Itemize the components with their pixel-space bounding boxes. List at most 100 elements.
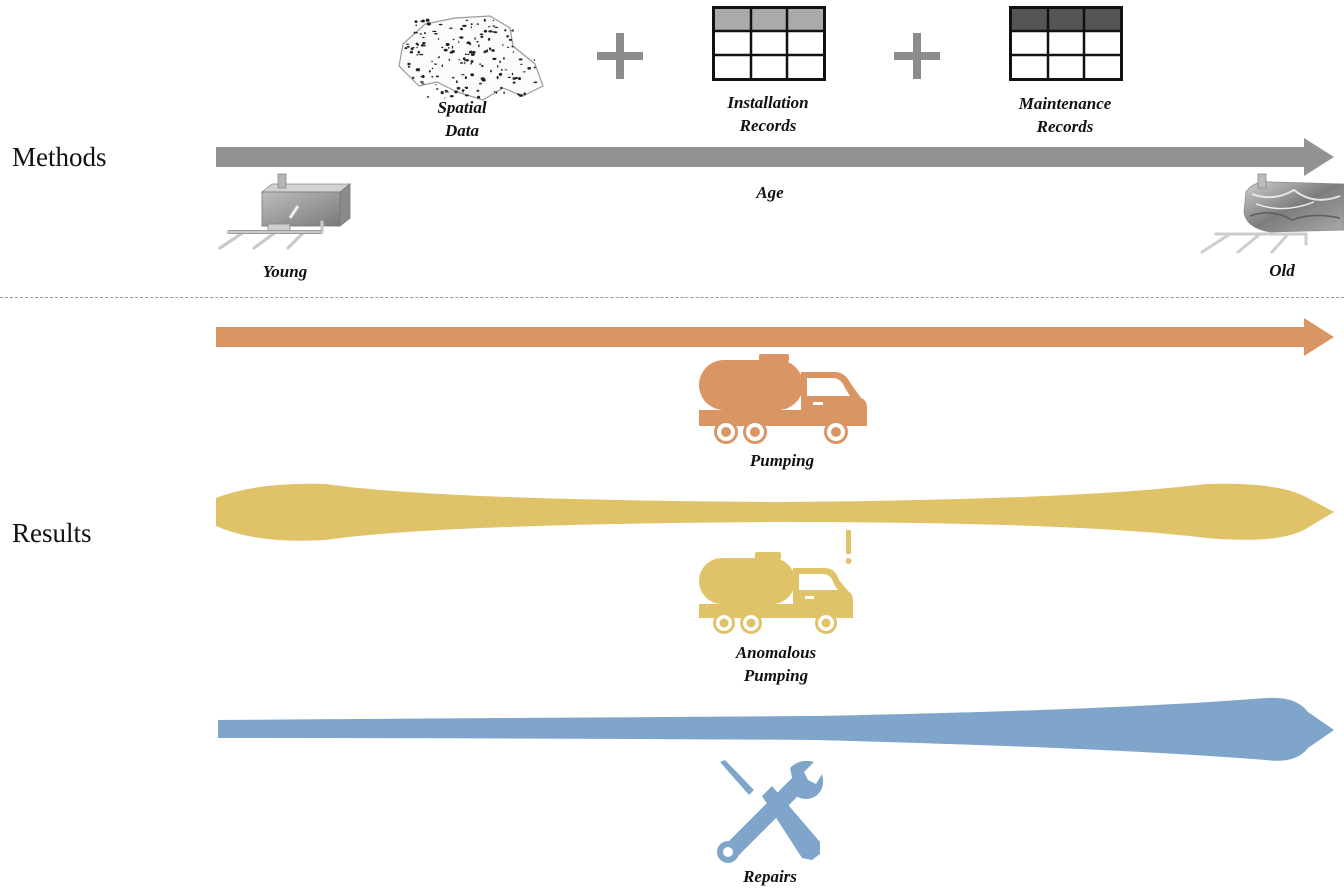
- map-speckle: [444, 89, 448, 92]
- map-speckle: [488, 26, 491, 28]
- map-speckle: [437, 38, 440, 40]
- map-speckle: [507, 76, 511, 78]
- map-speckle: [523, 92, 526, 96]
- map-speckle: [480, 77, 485, 80]
- map-speckle: [533, 59, 536, 61]
- map-speckle: [407, 62, 411, 66]
- map-speckle: [470, 26, 472, 29]
- map-speckle: [480, 35, 484, 38]
- map-speckle: [474, 37, 476, 41]
- installation-table-icon: [712, 6, 826, 81]
- map-speckle: [481, 64, 484, 68]
- map-speckle: [415, 24, 418, 27]
- map-speckle: [456, 86, 461, 90]
- map-speckle: [444, 97, 446, 99]
- map-speckle: [495, 91, 498, 94]
- map-speckle: [404, 47, 408, 50]
- map-speckle: [419, 33, 423, 35]
- map-speckle: [413, 31, 416, 34]
- map-speckle: [484, 50, 489, 53]
- spatial-data-caption: Spatial Data: [437, 98, 487, 140]
- map-speckle: [449, 95, 454, 98]
- map-speckle: [416, 43, 419, 46]
- map-speckle: [517, 93, 520, 96]
- map-speckle: [527, 67, 532, 70]
- map-speckle: [415, 31, 418, 34]
- map-speckle: [428, 70, 431, 73]
- young-caption: Young: [262, 262, 308, 281]
- map-speckle: [499, 60, 501, 64]
- map-speckle: [424, 44, 426, 47]
- maintenance-table-icon: [1009, 6, 1123, 81]
- map-speckle: [421, 44, 424, 47]
- map-speckle: [445, 42, 450, 47]
- pumping-caption: Pumping: [749, 451, 815, 470]
- map-speckle: [512, 77, 517, 80]
- map-speckle: [419, 20, 424, 22]
- map-speckle: [489, 47, 492, 51]
- map-speckle: [424, 32, 426, 35]
- map-speckle: [470, 62, 472, 65]
- repairs-swoosh: [218, 697, 1334, 761]
- spatial-map-icon: [398, 15, 544, 101]
- map-speckle: [518, 58, 523, 61]
- map-speckle: [476, 89, 480, 92]
- young-tank-icon: [218, 173, 352, 250]
- map-speckle: [462, 57, 466, 61]
- map-speckle: [470, 73, 475, 77]
- map-speckle: [487, 39, 491, 41]
- map-speckle: [465, 19, 469, 21]
- map-speckle: [431, 67, 434, 70]
- map-speckle: [455, 80, 458, 84]
- map-speckle: [464, 86, 467, 88]
- map-speckle: [462, 91, 464, 93]
- map-speckle: [435, 75, 439, 78]
- map-speckle: [454, 90, 458, 94]
- map-speckle: [486, 49, 489, 51]
- map-speckle: [508, 38, 513, 41]
- map-speckle: [438, 23, 443, 26]
- map-speckle: [518, 77, 521, 81]
- map-speckle: [431, 75, 433, 78]
- map-speckle: [452, 38, 455, 41]
- map-speckle: [492, 31, 496, 33]
- map-speckle: [518, 94, 523, 97]
- map-speckle: [432, 30, 437, 32]
- map-speckle: [493, 91, 496, 93]
- map-speckle: [419, 53, 424, 56]
- map-speckle: [476, 23, 480, 25]
- map-speckle: [445, 91, 450, 93]
- map-speckle: [461, 74, 465, 76]
- map-speckle: [506, 35, 509, 38]
- map-speckle: [512, 81, 516, 84]
- map-speckle: [470, 23, 473, 26]
- age-arrow: [216, 138, 1334, 176]
- pumping-truck-icon: [699, 354, 867, 444]
- results-label: Results: [12, 518, 92, 548]
- map-speckle: [478, 82, 482, 85]
- map-speckle: [459, 62, 464, 64]
- map-speckle: [417, 50, 420, 54]
- methods-label: Methods: [12, 142, 107, 172]
- map-speckle: [492, 25, 496, 27]
- map-speckle: [477, 95, 481, 99]
- map-speckle: [464, 94, 469, 97]
- map-speckle: [483, 18, 486, 22]
- map-speckle: [533, 66, 536, 69]
- map-speckle: [419, 81, 424, 83]
- old-tank-icon: [1200, 173, 1344, 254]
- map-speckle: [451, 50, 455, 53]
- map-speckle: [490, 69, 492, 73]
- map-speckle: [421, 74, 425, 79]
- anomalous-truck-icon: [699, 552, 853, 634]
- map-speckle: [407, 65, 411, 68]
- map-speckle: [464, 76, 467, 80]
- map-speckle: [510, 30, 513, 32]
- map-speckle: [406, 43, 410, 45]
- section-divider: [0, 297, 1344, 298]
- map-speckle: [478, 44, 480, 48]
- map-speckle: [447, 47, 450, 49]
- map-speckle: [461, 89, 465, 92]
- map-speckle: [511, 45, 514, 48]
